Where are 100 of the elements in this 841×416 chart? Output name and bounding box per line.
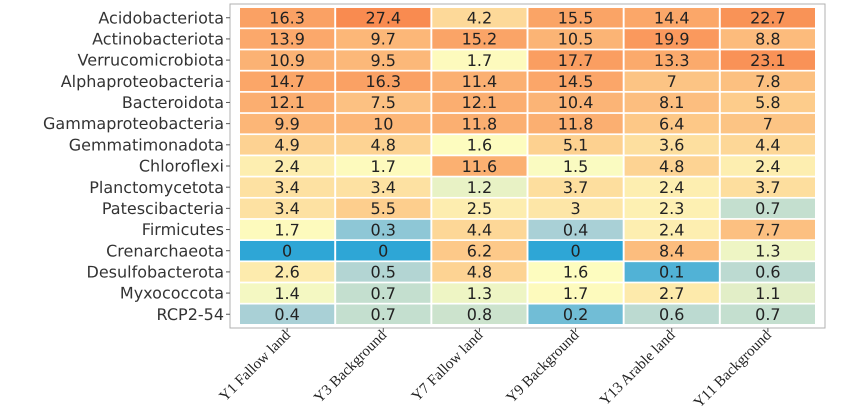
data-label: 7 (666, 72, 677, 92)
data-label: 17.7 (558, 50, 594, 70)
data-label: 11.8 (462, 114, 498, 134)
data-label: 0.4 (274, 305, 300, 324)
data-label: 0.7 (755, 199, 781, 218)
data-label: 6.4 (659, 114, 684, 134)
data-label: 3.7 (755, 178, 781, 197)
data-label: 0 (282, 241, 292, 260)
y-tick-label: Planctomycetota (89, 178, 224, 197)
data-label: 27.4 (365, 8, 402, 28)
data-label: 1.3 (755, 241, 781, 260)
data-label: 0 (378, 241, 388, 260)
data-label: 16.3 (365, 72, 402, 92)
data-label: 9.9 (274, 114, 300, 134)
data-label: 2.7 (659, 284, 684, 303)
data-label: 2.4 (274, 156, 300, 176)
data-label: 1.7 (466, 50, 492, 70)
data-label: 1.3 (466, 284, 492, 303)
data-label: 23.1 (750, 50, 786, 70)
data-label: 10.9 (269, 50, 305, 70)
data-label: 0.8 (466, 305, 492, 324)
data-label: 5.8 (755, 93, 781, 112)
data-label: 0.2 (562, 305, 588, 324)
data-label: 2.4 (659, 178, 684, 197)
y-tick-label: Desulfobacterota (86, 262, 224, 282)
data-label: 4.2 (466, 8, 492, 28)
data-label: 4.9 (274, 136, 300, 155)
data-label: 1.7 (562, 284, 588, 303)
data-label: 22.7 (750, 8, 786, 28)
y-tick-label: Crenarchaeota (106, 241, 224, 260)
y-tick-label: Acidobacteriota (98, 8, 224, 28)
y-tick-label: RCP2-54 (156, 304, 224, 324)
data-label: 4.8 (370, 136, 396, 155)
y-tick-label: Verrucomicrobiota (78, 50, 224, 70)
data-label: 11.8 (558, 114, 594, 134)
data-label: 14.7 (269, 72, 305, 92)
data-label: 7 (762, 114, 773, 134)
data-label: 3 (570, 199, 581, 218)
data-label: 2.4 (755, 156, 781, 176)
y-tick-label: Patescibacteria (102, 198, 224, 218)
data-label: 1.7 (370, 156, 396, 176)
y-tick-label: Myxococcota (120, 284, 224, 303)
data-label: 3.4 (274, 199, 300, 218)
data-label: 0.5 (370, 262, 396, 282)
data-label: 1.5 (562, 156, 588, 176)
data-label: 8.8 (755, 30, 781, 49)
data-label: 0.7 (755, 305, 781, 324)
data-label: 1.4 (274, 284, 300, 303)
data-label: 3.7 (562, 178, 588, 197)
data-label: 9.7 (370, 30, 396, 49)
data-label: 0 (570, 241, 581, 260)
data-label: 19.9 (654, 30, 690, 49)
data-label: 0.1 (659, 262, 684, 282)
y-tick-label: Firmicutes (142, 220, 224, 240)
data-label: 11.4 (462, 72, 498, 92)
data-label: 0.4 (562, 220, 588, 240)
data-label: 10.5 (558, 30, 594, 49)
data-label: 1.2 (466, 178, 492, 197)
data-label: 4.4 (466, 220, 492, 240)
data-label: 14.4 (654, 8, 690, 28)
y-tick-label: Alphaproteobacteria (60, 72, 224, 91)
data-label: 2.4 (659, 220, 684, 240)
data-label: 7.7 (755, 220, 781, 240)
data-label: 15.2 (462, 30, 498, 49)
data-label: 10.4 (558, 93, 594, 112)
y-tick-label: Gemmatimonadota (68, 135, 224, 154)
y-tick-label: Chloroflexi (138, 156, 224, 176)
data-label: 0.7 (370, 305, 396, 324)
data-label: 7.5 (370, 93, 396, 112)
data-label: 7.8 (755, 72, 781, 92)
data-label: 5.5 (370, 199, 396, 218)
data-label: 10 (373, 114, 394, 134)
data-label: 8.1 (659, 93, 684, 112)
data-label: 13.3 (654, 50, 690, 70)
y-tick-label: Bacteroidota (122, 93, 224, 112)
data-label: 2.5 (466, 199, 492, 218)
data-label: 12.1 (462, 93, 498, 112)
data-label: 6.2 (466, 241, 492, 260)
data-label: 13.9 (269, 30, 305, 49)
data-label: 5.1 (562, 136, 588, 155)
data-label: 4.8 (466, 262, 492, 282)
data-label: 3.4 (274, 178, 300, 197)
data-label: 9.5 (370, 50, 396, 70)
data-label: 16.3 (269, 8, 305, 28)
data-label: 0.7 (370, 284, 396, 303)
data-label: 2.6 (274, 262, 300, 282)
data-label: 0.6 (755, 262, 781, 282)
data-label: 3.6 (659, 136, 684, 155)
data-label: 4.8 (659, 156, 684, 176)
data-label: 11.6 (462, 156, 498, 176)
data-label: 1.7 (274, 220, 300, 240)
data-label: 12.1 (269, 93, 305, 112)
data-label: 14.5 (558, 72, 594, 92)
data-label: 15.5 (558, 8, 594, 28)
data-label: 1.6 (562, 262, 588, 282)
data-label: 4.4 (755, 136, 781, 155)
data-label: 0.3 (370, 220, 396, 240)
data-label: 2.3 (659, 199, 684, 218)
y-tick-label: Actinobacteriota (92, 30, 224, 49)
data-label: 0.6 (659, 305, 684, 324)
